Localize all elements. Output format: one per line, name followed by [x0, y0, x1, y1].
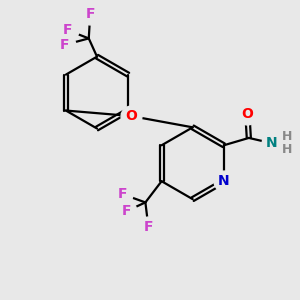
Text: F: F [122, 204, 131, 218]
Text: N: N [218, 174, 230, 188]
Text: F: F [144, 220, 153, 234]
Text: H: H [282, 143, 292, 156]
Text: O: O [125, 109, 137, 123]
Text: O: O [242, 107, 253, 121]
Text: F: F [85, 7, 95, 21]
Text: N: N [266, 136, 278, 150]
Text: F: F [60, 38, 69, 52]
Text: H: H [282, 130, 292, 143]
Text: F: F [63, 23, 72, 37]
Text: F: F [118, 187, 127, 201]
